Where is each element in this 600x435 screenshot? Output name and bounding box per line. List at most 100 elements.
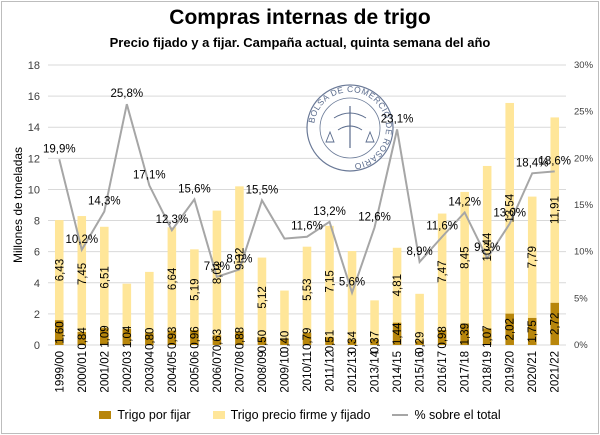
- logo-inner-ring: [319, 97, 381, 159]
- data-label-firme: 7,47: [437, 260, 449, 282]
- x-tick-label: 2012/13: [347, 351, 359, 393]
- x-tick-label: 2016/17: [437, 351, 449, 393]
- data-label-fijar: 0,29: [415, 332, 427, 354]
- y-tick-label: 12: [28, 153, 40, 165]
- bar-trigo-precio-firme: [460, 191, 469, 324]
- data-label-fijar: 1,09: [99, 325, 111, 347]
- bar-trigo-precio-firme: [77, 216, 87, 332]
- x-tick-label: 2021/22: [550, 351, 562, 393]
- legend-swatch-pct: [392, 414, 409, 416]
- legend-swatch-fijar: [99, 411, 112, 419]
- y2-tick-label: 0%: [574, 340, 588, 351]
- y-tick-label: 16: [28, 91, 40, 103]
- y-tick-label: 0: [34, 340, 40, 352]
- data-label-firme: 8,01: [212, 262, 224, 284]
- data-label-firme: 11,91: [550, 196, 562, 224]
- x-tick-label: 2013/14: [370, 350, 382, 392]
- data-label-fijar: 0,34: [347, 331, 359, 354]
- data-label-firme: 5,12: [257, 286, 269, 308]
- data-label-fijar: 0,80: [144, 328, 156, 350]
- bar-trigo-por-fijar: [505, 313, 514, 345]
- axes: 0 2 4 6 8 10 12 14 16 18 0% 5% 10% 15% 20% 25% 30% Millon…: [11, 60, 594, 393]
- x-tick-label: 2003/04: [144, 350, 156, 392]
- bar-trigo-precio-firme: [280, 290, 289, 339]
- bar-trigo-precio-firme: [370, 300, 379, 340]
- data-label-fijar: 0,37: [370, 331, 382, 353]
- legend-swatch-firme: [212, 411, 225, 419]
- bar-trigo-precio-firme: [325, 225, 334, 338]
- pct-label: 25,8%: [111, 88, 144, 100]
- pct-label: 11,6%: [426, 221, 458, 233]
- bar-trigo-precio-firme: [392, 247, 402, 323]
- y-tick-label: 6: [34, 247, 40, 259]
- bar-trigo-precio-firme: [302, 246, 312, 333]
- data-label-fijar: 0,40: [279, 331, 291, 353]
- pct-label: 11,6%: [291, 221, 323, 233]
- data-label-fijar: 0,88: [234, 327, 246, 349]
- x-tick-label: 2018/19: [482, 351, 494, 393]
- x-tick-label: 2010/11: [302, 351, 314, 392]
- bar-trigo-precio-firme: [437, 213, 447, 330]
- bar-trigo-por-fijar: [347, 339, 357, 345]
- bar-trigo-precio-firme: [527, 196, 537, 318]
- bar-trigo-precio-firme: [54, 220, 64, 321]
- bar-trigo-por-fijar: [190, 330, 199, 345]
- data-label-firme: 6,64: [167, 267, 179, 290]
- bar-trigo-por-fijar: [77, 331, 87, 345]
- bar-trigo-por-fijar: [302, 332, 312, 345]
- bar-trigo-por-fijar: [437, 329, 447, 345]
- chart-title: Compras internas de trigo: [169, 6, 431, 29]
- pct-label: 19,9%: [43, 143, 76, 155]
- bar-trigo-por-fijar: [392, 322, 402, 345]
- data-label-fijar: 2,72: [550, 313, 562, 335]
- bar-trigo-por-fijar: [370, 339, 379, 345]
- data-label-fijar: 1,44: [392, 322, 404, 345]
- pct-label: 8,9%: [406, 246, 432, 258]
- bolsa-logo-watermark: BOLSA DE COMERCIO DE ROSARIO: [306, 84, 393, 172]
- bar-trigo-por-fijar: [100, 328, 109, 345]
- legend-label-fijar: Trigo por fijar: [117, 408, 191, 422]
- y-tick-label: 14: [28, 122, 40, 134]
- data-label-firme: 10,44: [482, 232, 494, 261]
- legend-item-pct: % sobre el total: [392, 408, 501, 422]
- pct-label: 13,0%: [493, 208, 526, 220]
- data-label-fijar: 1,75: [527, 320, 539, 342]
- data-label-fijar: 2,02: [505, 318, 517, 340]
- chart-legend: Trigo por fijar Trigo precio firme y fij…: [0, 408, 600, 422]
- chart-subtitle: Precio fijado y a fijar. Campaña actual,…: [109, 35, 491, 50]
- data-label-firme: 5,19: [189, 279, 201, 301]
- pct-label: 10,2%: [65, 234, 98, 246]
- data-label-fijar: 0,84: [77, 327, 89, 350]
- data-label-fijar: 1,60: [54, 321, 66, 343]
- data-label-firme: 7,15: [325, 270, 337, 292]
- bar-trigo-precio-firme: [122, 283, 132, 329]
- x-tick-label: 2017/18: [460, 351, 472, 393]
- pct-label: 5,6%: [339, 277, 365, 289]
- y2-tick-label: 10%: [574, 247, 594, 258]
- pct-label: 17,1%: [133, 169, 166, 181]
- bar-trigo-por-fijar: [460, 323, 469, 345]
- x-tick-label: 2007/08: [234, 351, 246, 393]
- bar-trigo-por-fijar: [527, 317, 537, 345]
- data-label-firme: 5,53: [302, 279, 314, 301]
- y2-tick-label: 25%: [574, 107, 594, 118]
- logo-scales: [325, 130, 375, 143]
- x-tick-label: 2020/21: [527, 351, 539, 393]
- y2-tick-label: 20%: [574, 153, 594, 164]
- pct-line: [58, 103, 555, 296]
- bar-trigo-precio-firme: [235, 186, 244, 332]
- bar-trigo-por-fijar: [54, 320, 64, 345]
- data-label-firme: 8,45: [460, 246, 472, 268]
- x-tick-label: 2014/15: [392, 351, 404, 393]
- legend-label-firme: Trigo precio firme y fijado: [230, 408, 371, 422]
- data-label-firme: 6,51: [99, 266, 111, 288]
- pct-label: 18,6%: [538, 155, 571, 167]
- data-label-firme: 6,43: [54, 259, 66, 281]
- y2-tick-label: 5%: [574, 293, 588, 304]
- data-label-fijar: 0,93: [167, 327, 179, 349]
- logo-wings: [333, 112, 367, 131]
- y-tick-label: 8: [34, 216, 40, 228]
- bar-trigo-por-fijar: [415, 340, 424, 345]
- pct-label: 23,1%: [381, 113, 414, 125]
- data-label-firme: 9,32: [234, 248, 246, 270]
